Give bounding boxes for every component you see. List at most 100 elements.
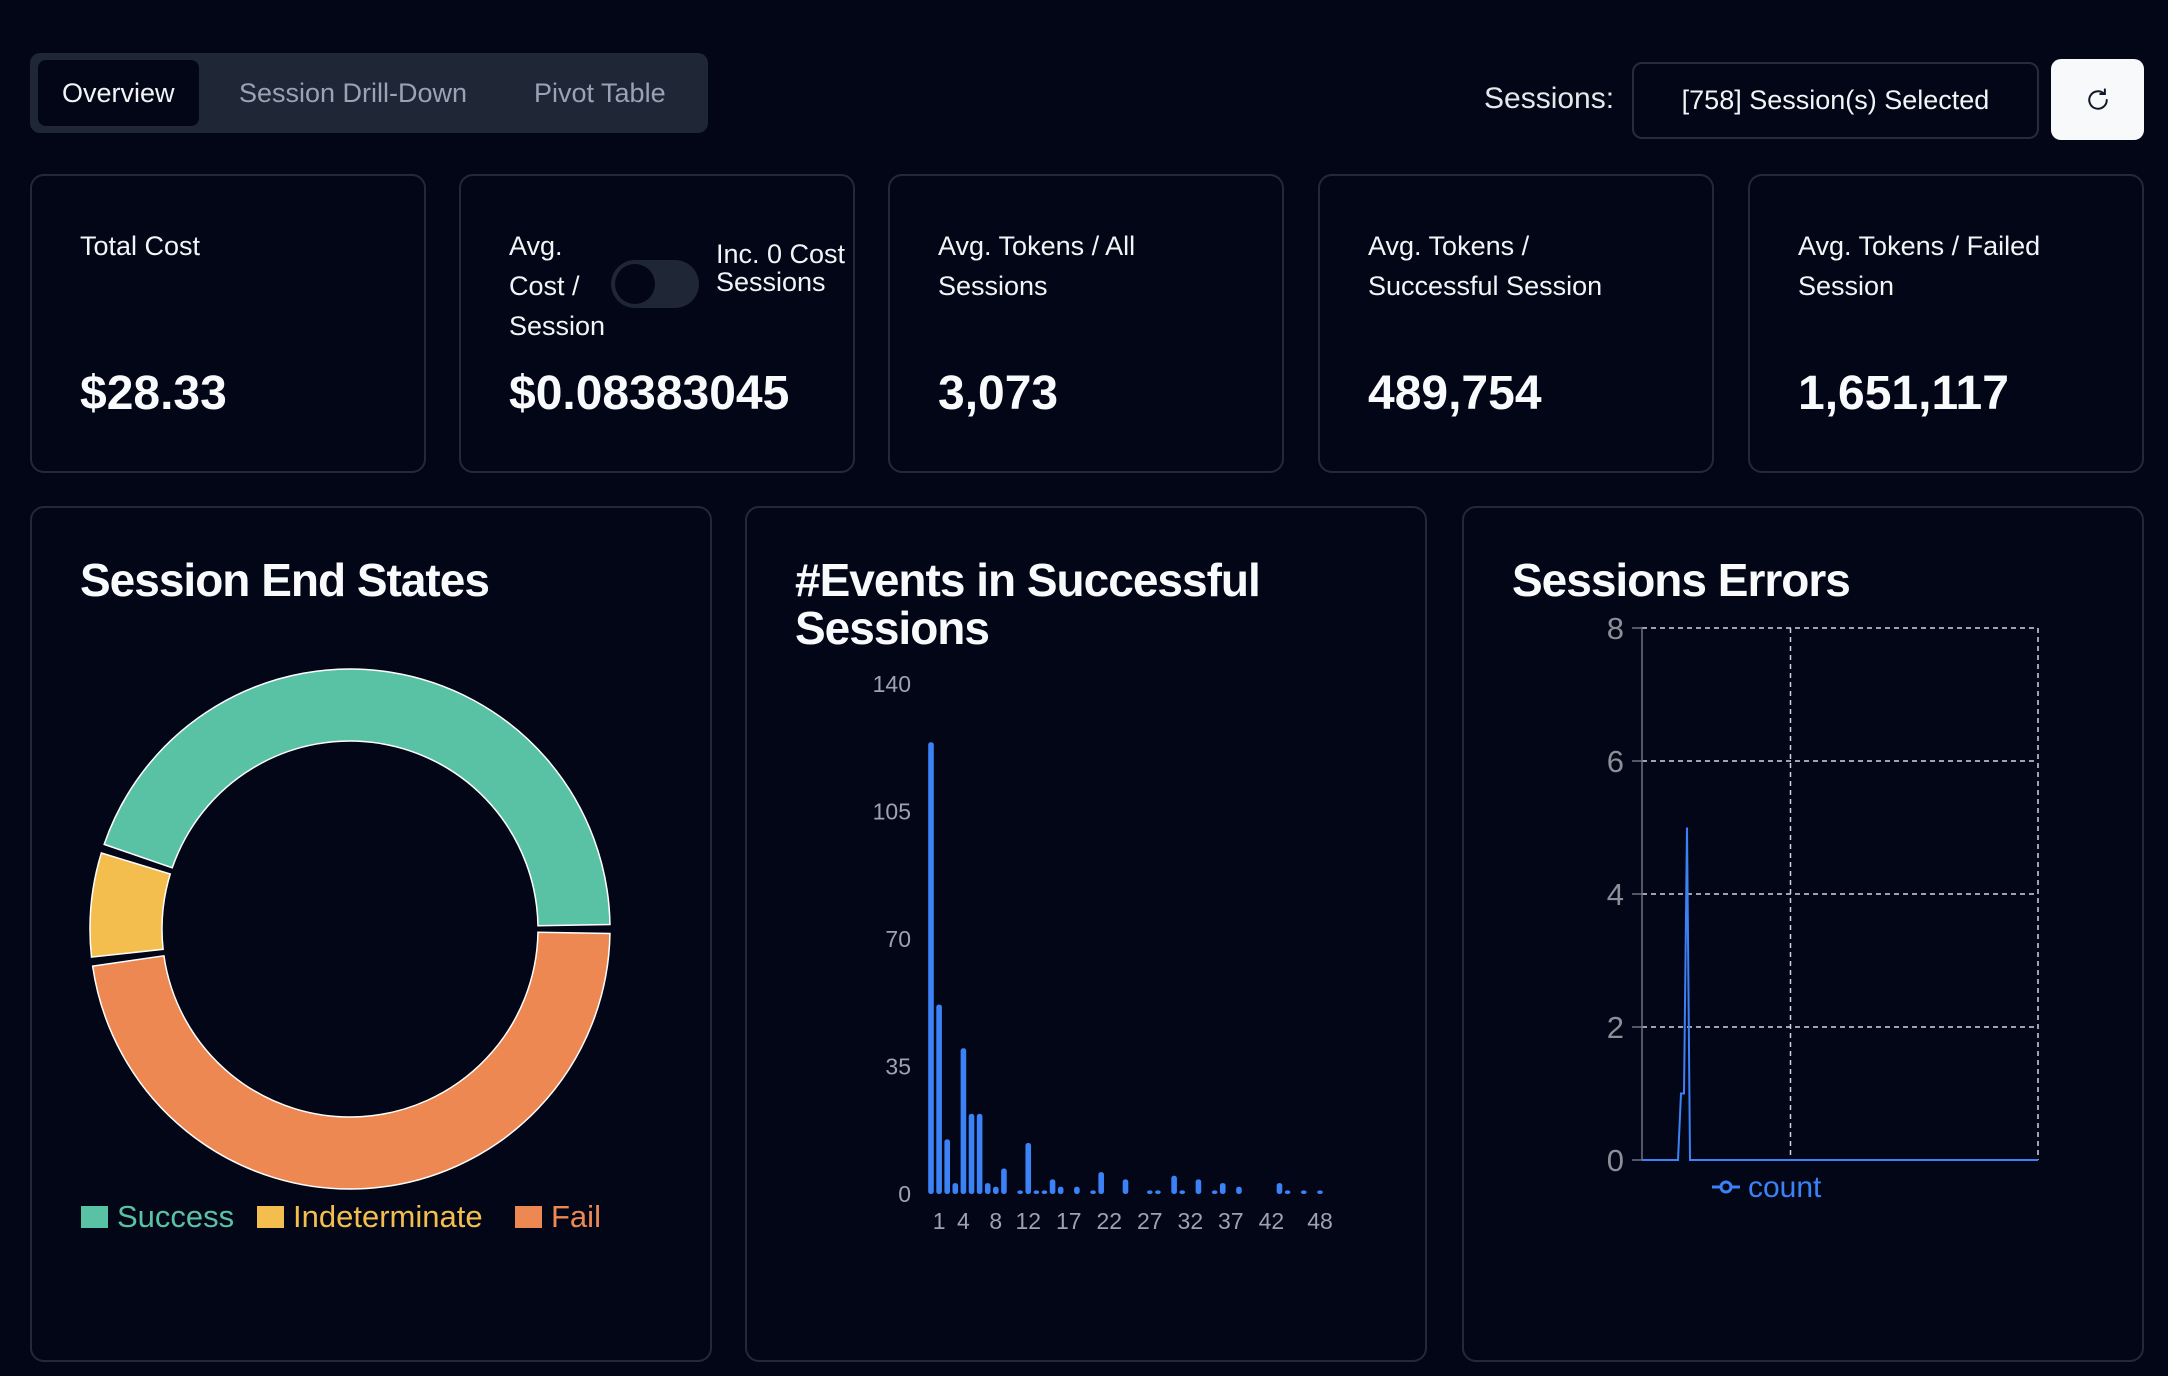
donut-chart: Success Indeterminate Fail xyxy=(81,668,611,1234)
x-tick-label: 1 xyxy=(933,1208,946,1234)
bar xyxy=(1033,1190,1040,1194)
bar xyxy=(1098,1172,1104,1194)
bar xyxy=(1276,1183,1283,1194)
bar xyxy=(1195,1179,1202,1194)
bar xyxy=(1155,1190,1161,1194)
x-tick-label: 48 xyxy=(1307,1208,1333,1234)
kpi-value: 1,651,117 xyxy=(1798,367,2009,420)
kpi-avg-cost: Avg. Cost / Session Inc. 0 Cost Sessions… xyxy=(459,174,855,473)
legend-label-indeterminate: Indeterminate xyxy=(293,1199,483,1234)
y-tick-label: 0 xyxy=(1607,1143,1624,1178)
legend-label-success: Success xyxy=(117,1199,234,1234)
bar xyxy=(1074,1186,1080,1194)
events-successful-card: #Events in Successful Sessions 0 35 70 105 1… xyxy=(745,506,1427,1362)
chart-title: #Events in Successful Sessions xyxy=(795,554,1261,654)
bar xyxy=(1179,1190,1186,1194)
bar xyxy=(960,1048,967,1194)
kpi-label: Avg. Tokens / All Sessions xyxy=(938,231,1136,301)
toggle-knob xyxy=(615,264,655,304)
bar xyxy=(1236,1186,1242,1194)
kpi-total-cost: Total Cost $28.33 xyxy=(30,174,426,473)
refresh-icon xyxy=(2087,87,2108,110)
legend-swatch-indeterminate xyxy=(257,1206,284,1228)
kpi-label: Avg. Tokens / Successful Session xyxy=(1368,231,1603,301)
x-tick-label: 32 xyxy=(1178,1208,1204,1234)
bar xyxy=(1041,1190,1048,1194)
kpi-value: $28.33 xyxy=(80,367,227,420)
legend-marker-icon xyxy=(1719,1180,1733,1194)
sessions-select[interactable]: [758] Session(s) Selected xyxy=(1632,62,2039,139)
bar xyxy=(1284,1190,1291,1194)
bar xyxy=(1219,1183,1226,1194)
bar xyxy=(993,1186,999,1194)
bar xyxy=(952,1183,959,1194)
tab-session-drill-down[interactable]: Session Drill-Down xyxy=(239,78,468,108)
bar xyxy=(928,742,934,1194)
kpi-avg-tokens-failed: Avg. Tokens / Failed Session 1,651,117 xyxy=(1748,174,2144,473)
bar xyxy=(1001,1168,1007,1194)
x-tick-label: 4 xyxy=(957,1208,970,1234)
tab-bar: Overview Session Drill-Down Pivot Table xyxy=(30,53,708,133)
x-tick-label: 17 xyxy=(1056,1208,1082,1234)
y-tick-label: 70 xyxy=(885,926,911,952)
sessions-label: Sessions: xyxy=(1484,82,1615,115)
y-tick-label: 105 xyxy=(873,799,911,825)
bar xyxy=(1122,1179,1129,1194)
bar xyxy=(1049,1179,1056,1194)
session-end-states-card: Session End States Success Indeterminate F… xyxy=(30,506,712,1362)
bar xyxy=(1317,1190,1323,1194)
kpi-label: Total Cost xyxy=(80,231,201,261)
line-chart: 0 2 4 6 8 count xyxy=(1607,611,2039,1204)
kpi-value: 3,073 xyxy=(938,367,1059,420)
legend-swatch-fail xyxy=(515,1206,542,1228)
x-tick-label: 42 xyxy=(1259,1208,1285,1234)
chart-title: Sessions Errors xyxy=(1512,554,1851,606)
bar xyxy=(984,1183,991,1194)
y-tick-label: 0 xyxy=(898,1181,911,1207)
series-line-count xyxy=(1642,827,2038,1161)
y-tick-label: 35 xyxy=(885,1054,911,1080)
donut-slice-success xyxy=(103,668,611,927)
kpi-label: Avg. Tokens / Failed Session xyxy=(1798,231,2041,301)
kpi-value: 489,754 xyxy=(1368,367,1542,420)
y-tick-label: 140 xyxy=(873,671,911,697)
bar xyxy=(1090,1190,1096,1194)
bar xyxy=(976,1113,983,1194)
legend-label-count: count xyxy=(1748,1171,1822,1204)
refresh-button[interactable] xyxy=(2051,59,2144,140)
x-tick-label: 12 xyxy=(1015,1208,1041,1234)
x-tick-label: 27 xyxy=(1137,1208,1163,1234)
kpi-value: $0.08383045 xyxy=(509,367,790,420)
bar xyxy=(936,1004,942,1194)
legend-swatch-success xyxy=(81,1206,108,1228)
donut-slice-fail xyxy=(91,931,611,1190)
kpi-avg-tokens-all: Avg. Tokens / All Sessions 3,073 xyxy=(888,174,1284,473)
bar xyxy=(1025,1143,1032,1194)
toggle-label: Inc. 0 Cost Sessions xyxy=(716,239,846,297)
y-tick-label: 8 xyxy=(1607,611,1624,646)
x-tick-label: 8 xyxy=(989,1208,1002,1234)
tab-overview[interactable]: Overview xyxy=(38,60,199,126)
tab-pivot-table[interactable]: Pivot Table xyxy=(534,78,666,108)
bar xyxy=(944,1139,951,1194)
kpi-avg-tokens-success: Avg. Tokens / Successful Session 489,754 xyxy=(1318,174,1714,473)
bar xyxy=(1147,1190,1153,1194)
x-tick-label: 37 xyxy=(1218,1208,1244,1234)
zero-cost-toggle[interactable] xyxy=(611,260,699,308)
donut-slice-indeterminate xyxy=(89,852,172,958)
y-tick-label: 2 xyxy=(1607,1010,1624,1045)
y-tick-label: 4 xyxy=(1607,877,1624,912)
sessions-errors-card: Sessions Errors 0 2 4 6 8 count xyxy=(1462,506,2144,1362)
bar xyxy=(1211,1190,1218,1194)
kpi-label: Avg. Cost / Session xyxy=(509,231,606,341)
bar xyxy=(1017,1190,1023,1194)
bar xyxy=(1300,1190,1307,1194)
x-tick-label: 22 xyxy=(1096,1208,1122,1234)
bar xyxy=(968,1113,975,1194)
bar xyxy=(1171,1175,1177,1194)
y-tick-label: 6 xyxy=(1607,744,1624,779)
legend-label-fail: Fail xyxy=(551,1199,601,1234)
bar xyxy=(1057,1186,1064,1194)
chart-title: Session End States xyxy=(80,554,490,606)
